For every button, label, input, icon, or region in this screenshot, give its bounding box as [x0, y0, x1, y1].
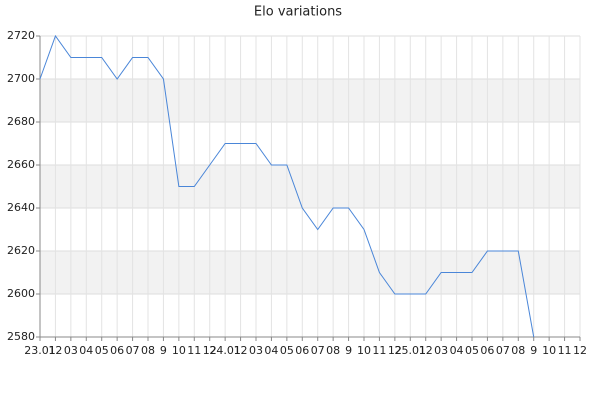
marks — [39, 34, 535, 338]
x-tick-label: 11 — [187, 344, 201, 357]
x-tick-label: 10 — [542, 344, 556, 357]
x-tick-label: 05 — [465, 344, 479, 357]
x-tick-label: 08 — [511, 344, 525, 357]
band — [40, 165, 580, 208]
x-tick-label: 07 — [311, 344, 325, 357]
x-tick-label: 23.01 — [24, 344, 56, 357]
chart-title: Elo variations — [254, 5, 342, 20]
x-tick-label: 12 — [388, 344, 402, 357]
x-tick-label: 03 — [64, 344, 78, 357]
x-tick-label: 07 — [496, 344, 510, 357]
x-tick-label: 11 — [372, 344, 386, 357]
x-tick-label: 04 — [264, 344, 278, 357]
x-tick-label: 25.01 — [395, 344, 427, 357]
x-tick-label: 24.01 — [209, 344, 241, 357]
x-tick-label: 12 — [419, 344, 433, 357]
x-tick-label: 11 — [558, 344, 572, 357]
x-tick-label: 04 — [79, 344, 93, 357]
x-tick-label: 12 — [48, 344, 62, 357]
x-tick-label: 06 — [295, 344, 309, 357]
x-tick-label: 12 — [573, 344, 587, 357]
y-tick-label: 2620 — [7, 244, 35, 257]
x-tick-label: 03 — [249, 344, 263, 357]
x-tick-label: 08 — [326, 344, 340, 357]
y-tick-label: 2700 — [7, 72, 35, 85]
x-tick-label: 12 — [234, 344, 248, 357]
bands — [40, 79, 580, 294]
x-tick-label: 08 — [141, 344, 155, 357]
x-tick-label: 9 — [345, 344, 352, 357]
x-tick-label: 04 — [450, 344, 464, 357]
line — [39, 34, 535, 338]
x-tick-label: 9 — [160, 344, 167, 357]
y-tick-label: 2660 — [7, 158, 35, 171]
x-tick-label: 06 — [480, 344, 494, 357]
x-tick-label: 9 — [530, 344, 537, 357]
y-tick-label: 2580 — [7, 330, 35, 343]
grid — [36, 35, 581, 341]
x-tick-label: 06 — [110, 344, 124, 357]
y-tick-label: 2680 — [7, 115, 35, 128]
y-tick-label: 2720 — [7, 29, 35, 42]
y-tick-label: 2600 — [7, 287, 35, 300]
x-tick-label: 10 — [172, 344, 186, 357]
band — [40, 251, 580, 294]
y-tick-label: 2640 — [7, 201, 35, 214]
x-tick-label: 07 — [126, 344, 140, 357]
x-tick-label: 05 — [95, 344, 109, 357]
x-tick-label: 03 — [434, 344, 448, 357]
x-tick-label: 05 — [280, 344, 294, 357]
x-tick-label: 12 — [203, 344, 217, 357]
x-tick-label: 10 — [357, 344, 371, 357]
band — [40, 79, 580, 122]
